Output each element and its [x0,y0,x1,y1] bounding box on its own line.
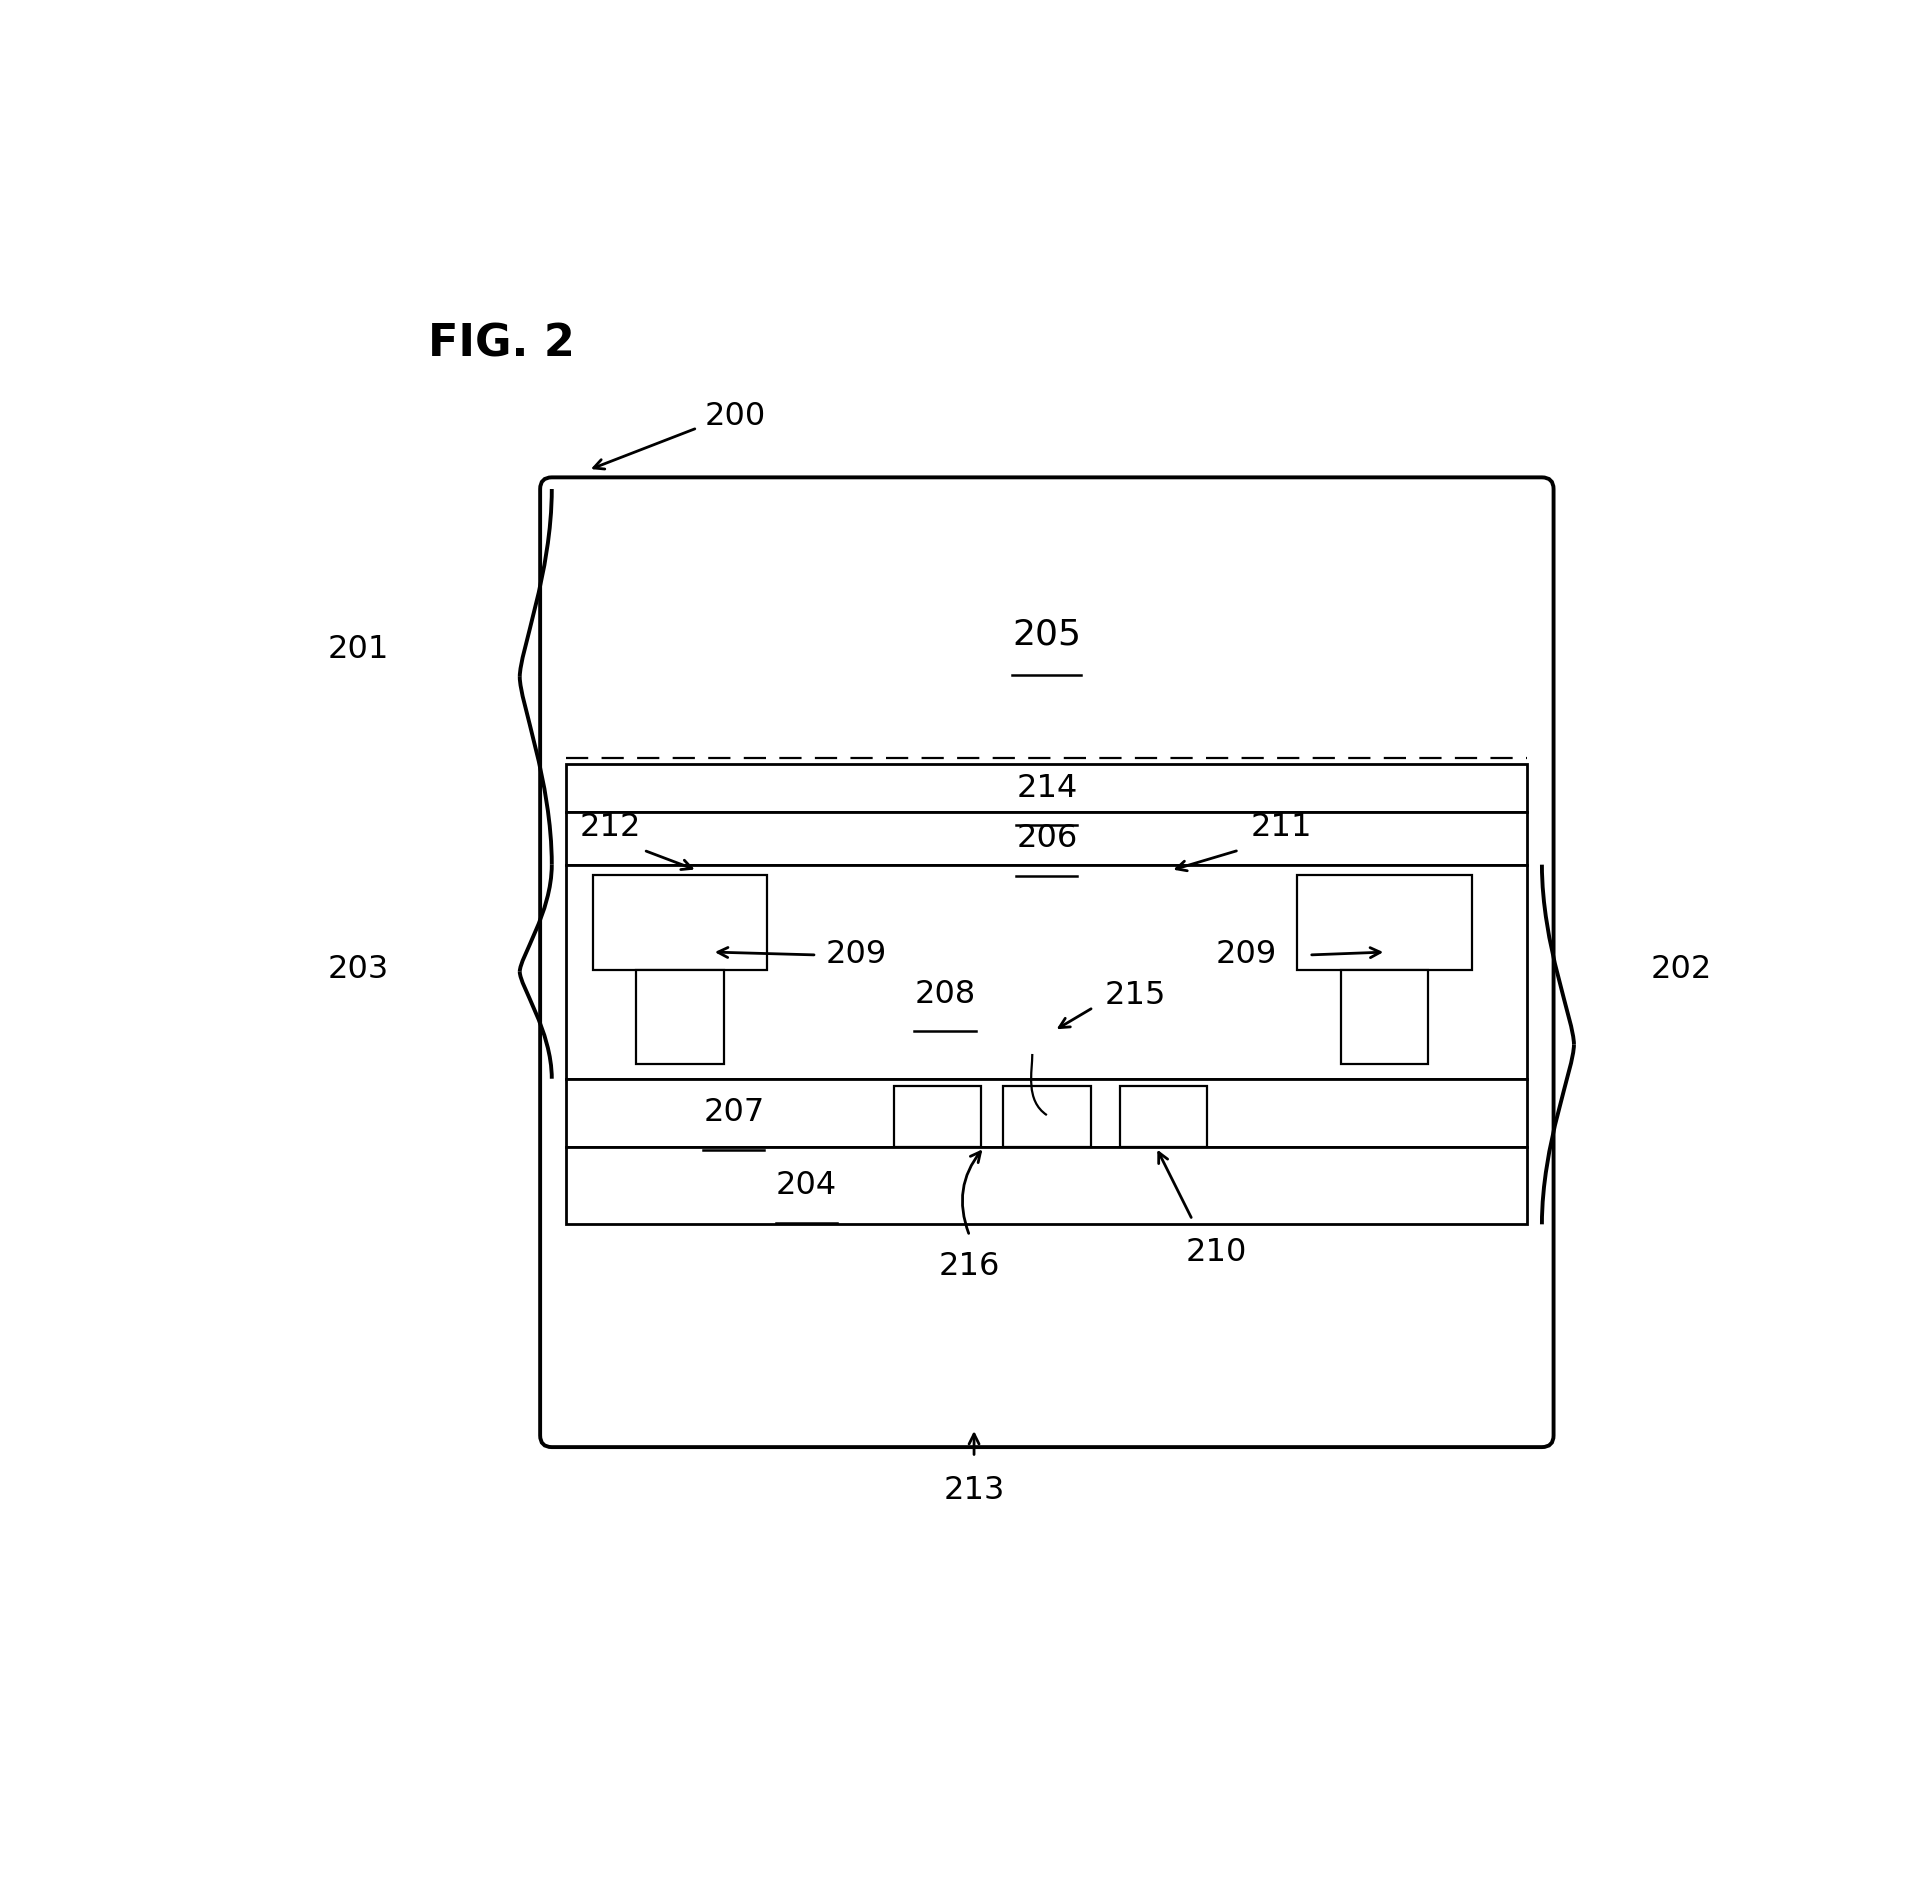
Text: 207: 207 [704,1097,764,1129]
Text: 202: 202 [1651,955,1713,985]
Text: 213: 213 [943,1475,1005,1505]
Bar [1298,876,1472,970]
Bar [1119,1085,1208,1148]
Bar [893,1085,982,1148]
Text: 200: 200 [704,401,766,431]
Text: 216: 216 [939,1250,1001,1282]
Text: 208: 208 [914,980,976,1010]
Text: 204: 204 [775,1171,837,1201]
Bar [1003,1085,1090,1148]
Bar [592,876,768,970]
Bar [1341,970,1427,1065]
Bar [567,1148,1528,1223]
Text: 201: 201 [328,633,390,664]
Text: 214: 214 [1017,773,1078,804]
Text: 211: 211 [1250,811,1312,843]
Bar [567,864,1528,1078]
Text: 210: 210 [1184,1237,1246,1269]
Text: 215: 215 [1105,980,1167,1012]
Text: 212: 212 [579,811,640,843]
Bar [567,813,1528,864]
Text: 205: 205 [1013,618,1082,652]
Text: FIG. 2: FIG. 2 [428,321,575,365]
Text: 206: 206 [1017,823,1078,855]
FancyBboxPatch shape [540,477,1553,1447]
Bar [567,764,1528,813]
Text: 203: 203 [328,955,390,985]
Bar [637,970,723,1065]
Text: 209: 209 [826,940,887,970]
Text: 209: 209 [1215,940,1277,970]
Bar [567,1078,1528,1148]
